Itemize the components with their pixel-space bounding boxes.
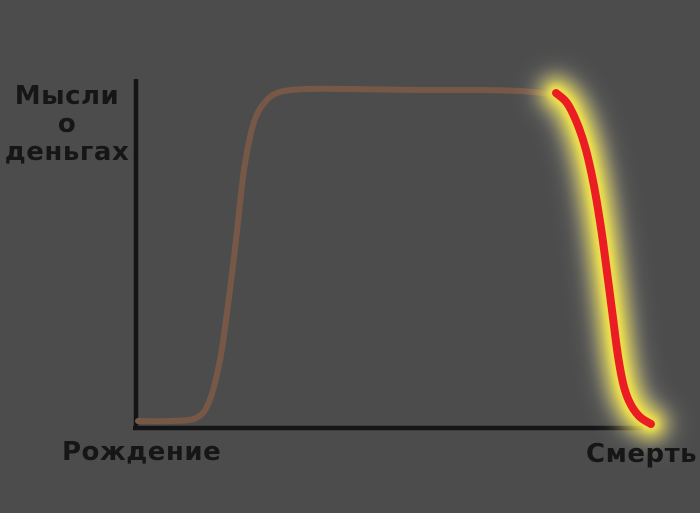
y-axis-label-line2: о деньгах	[4, 109, 130, 167]
x-axis-label-death: Смерть	[586, 439, 698, 469]
y-axis-label: Мысли о деньгах	[0, 82, 134, 166]
y-axis-label-line1: Мысли	[14, 81, 120, 111]
main-curve	[135, 85, 560, 425]
highlight-curve	[552, 89, 655, 428]
axes-lines	[133, 79, 643, 431]
x-axis-label-birth: Рождение	[62, 437, 222, 467]
